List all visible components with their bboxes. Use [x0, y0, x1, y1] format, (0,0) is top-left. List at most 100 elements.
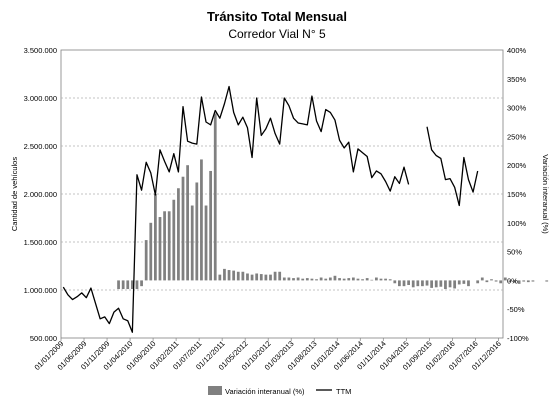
legend: Variación interanual (%) TTM — [208, 386, 351, 396]
bar-variacion — [444, 280, 447, 290]
line-ttm-segment — [426, 126, 479, 207]
bar-variacion — [448, 280, 452, 288]
bar-variacion — [545, 280, 549, 282]
bar-variacion — [503, 277, 507, 281]
bar-variacion — [255, 273, 259, 281]
bar-variacion — [398, 280, 401, 287]
bar-variacion — [140, 280, 143, 287]
right-tick-label: 250% — [507, 132, 527, 141]
right-tick-label: -50% — [507, 305, 525, 314]
bar-variacion — [416, 280, 420, 287]
bar-variacion — [333, 275, 337, 281]
left-axis-title: Cantidad de vehículos — [10, 157, 19, 231]
bar-variacion — [305, 278, 309, 281]
bar-variacion — [158, 217, 162, 281]
bar-variacion — [439, 280, 443, 287]
bar-series-variacion — [117, 113, 549, 290]
bar-variacion — [522, 280, 526, 282]
bar-variacion — [135, 280, 139, 290]
bar-variacion — [264, 274, 268, 281]
bar-variacion — [282, 277, 286, 281]
bar-variacion — [310, 278, 314, 281]
bar-variacion — [480, 277, 484, 281]
bar-variacion — [476, 280, 480, 284]
line-series-ttm — [62, 85, 479, 333]
bar-variacion — [250, 274, 254, 281]
bar-variacion — [296, 277, 300, 281]
bar-variacion — [361, 279, 364, 281]
right-tick-label: 150% — [507, 190, 527, 199]
bar-variacion — [494, 280, 498, 282]
bar-variacion — [167, 211, 171, 281]
bar-variacion — [370, 279, 374, 281]
bar-variacion — [287, 277, 291, 281]
bar-variacion — [421, 280, 424, 287]
right-tick-label: 0% — [507, 276, 518, 285]
bar-variacion — [278, 271, 282, 281]
bar-variacion — [411, 280, 415, 288]
bar-variacion — [485, 280, 489, 283]
bar-variacion — [513, 280, 516, 283]
bar-variacion — [154, 194, 157, 281]
left-tick-label: 2.000.000 — [24, 190, 57, 199]
bar-variacion — [375, 277, 378, 281]
right-tick-label: 100% — [507, 219, 527, 228]
bar-variacion — [526, 280, 530, 283]
x-axis-ticks: 01/01/200901/06/200901/11/200901/04/2010… — [33, 338, 503, 372]
bar-variacion — [259, 274, 263, 281]
bar-variacion — [384, 278, 387, 281]
bar-variacion — [467, 280, 470, 287]
bar-variacion — [195, 182, 199, 281]
bar-variacion — [209, 170, 213, 281]
bar-variacion — [425, 280, 429, 286]
bar-variacion — [181, 176, 185, 281]
bar-variacion — [121, 280, 125, 290]
line-ttm-segment — [62, 85, 410, 333]
bar-variacion — [531, 280, 535, 282]
bar-variacion — [232, 270, 236, 281]
bar-variacion — [117, 280, 120, 290]
bar-variacion — [130, 280, 134, 290]
bar-variacion — [163, 211, 166, 281]
bar-variacion — [315, 279, 318, 281]
left-axis-ticks: 500.000 1.000.000 1.500.000 2.000.000 2.500.… — [24, 46, 57, 343]
right-tick-label: 200% — [507, 161, 527, 170]
bar-variacion — [351, 277, 355, 281]
bar-variacion — [365, 278, 369, 281]
bar-variacion — [144, 240, 148, 281]
bar-variacion — [347, 278, 351, 281]
bar-variacion — [177, 188, 180, 281]
left-tick-label: 3.000.000 — [24, 94, 57, 103]
legend-label-bar: Variación interanual (%) — [225, 387, 305, 396]
legend-swatch-bar — [208, 386, 222, 395]
bar-variacion — [236, 271, 240, 281]
left-tick-label: 2.500.000 — [24, 142, 57, 151]
bar-variacion — [227, 270, 231, 281]
chart-title: Tránsito Total Mensual — [207, 9, 347, 24]
bar-variacion — [342, 278, 346, 281]
bar-variacion — [246, 273, 249, 281]
bar-variacion — [328, 277, 332, 281]
bar-variacion — [499, 280, 503, 284]
bar-variacion — [241, 271, 245, 281]
bar-variacion — [218, 274, 222, 281]
bar-variacion — [407, 280, 410, 286]
bar-variacion — [292, 278, 295, 281]
bar-variacion — [200, 159, 203, 281]
right-axis-title: Variación interanual (%) — [541, 154, 550, 234]
right-axis-ticks: -100% -50% 0% 50% 100% 150% 200% 250% 300% 350% 40… — [507, 46, 529, 343]
bar-variacion — [273, 271, 277, 281]
bar-variacion — [517, 280, 521, 284]
bar-variacion — [269, 274, 272, 281]
bar-variacion — [356, 278, 360, 281]
bar-variacion — [213, 113, 217, 281]
bar-variacion — [324, 278, 328, 281]
bar-variacion — [430, 280, 434, 288]
bar-variacion — [508, 280, 512, 283]
bar-variacion — [462, 280, 466, 284]
right-tick-label: -100% — [507, 334, 529, 343]
bar-variacion — [457, 280, 461, 285]
right-tick-label: 300% — [507, 104, 527, 113]
